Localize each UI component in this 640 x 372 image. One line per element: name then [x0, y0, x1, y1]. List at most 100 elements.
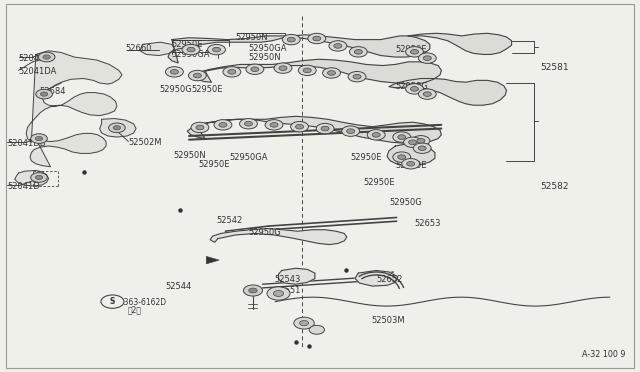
Circle shape: [214, 120, 232, 130]
Text: 52950E: 52950E: [172, 40, 204, 49]
Text: 52502M: 52502M: [129, 138, 162, 147]
Circle shape: [406, 84, 424, 94]
Circle shape: [296, 124, 303, 129]
Circle shape: [188, 70, 206, 81]
Circle shape: [267, 287, 290, 300]
Circle shape: [347, 129, 355, 134]
Text: 52041DB: 52041DB: [7, 139, 45, 148]
Polygon shape: [168, 35, 430, 63]
Polygon shape: [387, 143, 435, 166]
Circle shape: [419, 89, 436, 99]
Circle shape: [207, 44, 225, 55]
Circle shape: [228, 70, 236, 74]
Text: 52582: 52582: [540, 182, 569, 190]
Text: 52652: 52652: [376, 275, 403, 284]
Circle shape: [300, 321, 308, 326]
Polygon shape: [195, 59, 442, 84]
Text: 52950E: 52950E: [191, 85, 223, 94]
Circle shape: [35, 137, 43, 141]
Text: 52950GA: 52950GA: [248, 44, 287, 52]
Circle shape: [38, 52, 55, 62]
Circle shape: [404, 137, 422, 147]
Circle shape: [251, 67, 259, 71]
Text: 52950N: 52950N: [248, 52, 281, 61]
Polygon shape: [15, 170, 49, 186]
Text: 52950E: 52950E: [198, 160, 230, 169]
Circle shape: [413, 143, 431, 153]
Text: （2）: （2）: [127, 306, 141, 315]
Text: 52041DA: 52041DA: [19, 67, 57, 76]
Text: 52950N: 52950N: [236, 33, 268, 42]
Circle shape: [294, 317, 314, 329]
Circle shape: [170, 70, 179, 74]
Polygon shape: [187, 116, 442, 143]
Circle shape: [36, 89, 52, 99]
Circle shape: [274, 63, 292, 73]
Circle shape: [316, 124, 334, 134]
Circle shape: [239, 119, 257, 129]
Circle shape: [196, 125, 204, 130]
Text: A-32 100 9: A-32 100 9: [582, 350, 625, 359]
Circle shape: [406, 161, 415, 166]
Circle shape: [355, 49, 362, 54]
Circle shape: [223, 67, 241, 77]
Text: 52651: 52651: [274, 286, 300, 295]
Circle shape: [270, 122, 278, 127]
Circle shape: [212, 47, 221, 52]
Circle shape: [291, 122, 308, 132]
Circle shape: [329, 41, 347, 51]
Circle shape: [406, 46, 424, 57]
Circle shape: [418, 146, 426, 151]
Text: 52950E: 52950E: [396, 45, 427, 54]
Polygon shape: [26, 51, 122, 142]
Circle shape: [166, 67, 183, 77]
Text: 52660: 52660: [125, 44, 152, 53]
Circle shape: [417, 138, 425, 143]
Text: 52542: 52542: [216, 216, 243, 225]
Circle shape: [187, 47, 195, 52]
Text: 52950GA: 52950GA: [172, 50, 211, 59]
Text: 52950G: 52950G: [396, 82, 428, 91]
Circle shape: [410, 49, 419, 54]
Circle shape: [323, 68, 340, 78]
Circle shape: [40, 92, 48, 96]
Circle shape: [248, 288, 257, 293]
Text: 52950E: 52950E: [364, 178, 395, 187]
Polygon shape: [30, 134, 106, 167]
Circle shape: [287, 37, 295, 42]
Text: 52684: 52684: [39, 87, 65, 96]
Circle shape: [193, 73, 202, 78]
Text: 52544: 52544: [166, 282, 192, 291]
Circle shape: [273, 291, 284, 296]
Circle shape: [423, 92, 431, 96]
Circle shape: [393, 152, 411, 162]
Circle shape: [244, 121, 253, 126]
Text: S: S: [110, 297, 115, 306]
Circle shape: [43, 55, 51, 59]
Circle shape: [393, 132, 411, 142]
Circle shape: [191, 122, 209, 133]
Circle shape: [397, 135, 406, 140]
Text: 52041H: 52041H: [19, 54, 51, 62]
Circle shape: [282, 35, 300, 45]
Circle shape: [31, 134, 47, 143]
Polygon shape: [389, 78, 506, 105]
Circle shape: [367, 130, 385, 140]
Circle shape: [372, 132, 380, 137]
Circle shape: [243, 285, 262, 296]
Text: 52950G: 52950G: [159, 85, 192, 94]
Circle shape: [109, 123, 125, 133]
Circle shape: [182, 44, 200, 55]
Text: 52653: 52653: [415, 219, 441, 228]
Polygon shape: [140, 42, 174, 55]
Text: 08363-6162D: 08363-6162D: [115, 298, 166, 307]
Polygon shape: [206, 256, 219, 264]
Text: 52950GA: 52950GA: [229, 153, 268, 162]
Circle shape: [397, 155, 406, 160]
Circle shape: [265, 120, 283, 130]
Text: 52950G: 52950G: [389, 198, 422, 207]
Text: 52543: 52543: [274, 275, 300, 284]
Circle shape: [219, 122, 227, 127]
Circle shape: [35, 175, 43, 180]
Polygon shape: [100, 119, 136, 137]
